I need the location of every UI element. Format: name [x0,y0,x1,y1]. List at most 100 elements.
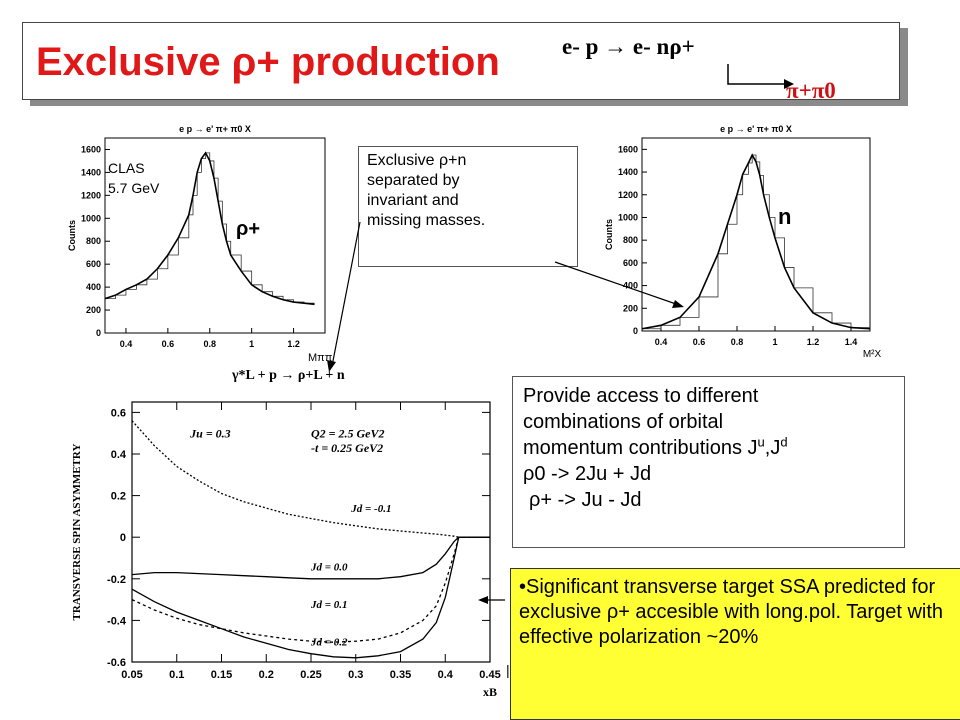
access-line: ρ+ -> Ju - Jd [529,489,642,511]
ssa-prediction-note: •Significant transverse target SSA predi… [510,568,960,720]
chart-title: e p → e' π+ π0 X [179,124,251,134]
histogram-missing-mass: e p → e' π+ π0 X 0 200 400 600 800 1000 1200 140… [580,118,915,380]
y-tick-label: 0.6 [111,407,126,419]
histogram-steps [642,154,870,330]
kinematics-label: Q2 = 2.5 GeV2 [311,426,385,440]
x-tick-label: 0.1 [169,669,184,681]
x-tick-label: 1.2 [287,339,300,349]
y-tick-label: 800 [86,236,101,246]
ssa-chart-svg: -0.6 -0.4 -0.2 0 0.2 0.4 0.6 0.05 0.1 0.15 0.2 0.25… [71,401,501,699]
reaction-formula: e- p → e- nρ+ [562,34,695,59]
y-tick-label: 0.4 [111,449,127,461]
x-tick-label: 0.15 [211,669,232,681]
x-tick-label: 0.35 [390,669,411,681]
x-tick-label: 0.25 [300,669,321,681]
plot-frame [104,137,326,334]
x-tick-label: 1 [772,337,777,347]
access-text: ,J [764,437,781,459]
x-tick-label: 1.2 [807,337,820,347]
exclusive-note-line: missing masses. [367,212,486,229]
plot-frame [641,137,871,332]
y-tick-label: 1400 [81,167,101,177]
y-tick-label: 1200 [81,190,101,200]
curve-label: Jd = -0.1 [350,503,391,515]
chart-title: e p → e' π+ π0 X [720,124,792,134]
x-tick-label: 0.3 [348,669,363,681]
y-tick-label: -0.6 [107,657,126,669]
x-tick-label: 0.45 [479,669,500,681]
access-sup: u [757,434,765,450]
histogram-rho-svg: e p → e' π+ π0 X 0 200 400 600 800 1000 1200 140… [67,124,326,349]
kinematics-label: Ju = 0.3 [189,426,231,440]
histogram-steps [105,152,315,304]
y-tick-label: 1600 [618,144,638,154]
axis-end-mark: | [506,662,510,678]
histogram-rho-mass: e p → e' π+ π0 X 0 200 400 600 800 1000 1200 140… [40,118,340,363]
access-line: momentum contributions Ju,Jd [523,435,894,461]
ssa-chart: -0.6 -0.4 -0.2 0 0.2 0.4 0.6 0.05 0.1 0.15 0.2 0.25… [62,392,514,710]
access-text: momentum contributions J [523,437,758,459]
y-tick-label: 0 [120,532,126,544]
y-tick-label: 0 [633,326,638,336]
title-box [22,22,900,100]
y-tick-label: 400 [623,281,638,291]
y-tick-label: 1200 [618,190,638,200]
y-tick-label: 1400 [618,167,638,177]
x-tick-label: 0.4 [120,339,133,349]
access-sup: d [780,434,788,450]
y-tick-label: 0 [96,328,101,338]
x-tick-label: 0.6 [162,339,175,349]
access-line: Provide access to different [523,385,759,407]
curve-label: Jd = 0.2 [310,636,348,648]
exclusive-note: Exclusive ρ+n separated by invariant and… [358,146,578,267]
x-tick-label: 1 [249,339,254,349]
kinematics-label: -t = 0.25 GeV2 [311,441,383,455]
y-tick-label: 600 [623,258,638,268]
y-axis-label: TRANSVERSE SPIN ASYMMETRY [71,444,83,621]
histogram-missing-mass-svg: e p → e' π+ π0 X 0 200 400 600 800 1000 1200 140… [604,124,882,360]
rho-peak-label: ρ+ [236,218,261,240]
x-tick-label: 0.4 [438,669,454,681]
energy-label: 5.7 GeV [108,180,160,196]
fit-curve [641,153,871,330]
access-line: combinations of orbital [523,411,724,433]
x-tick-label: 0.05 [121,669,142,681]
curve-label: Jd = 0.0 [310,561,348,573]
y-axis-label: Counts [67,220,77,251]
mass-axis-label: Mππ [308,352,333,364]
orbital-momentum-note: Provide access to different combinations… [512,376,905,548]
decay-products: π+π0 [786,78,836,103]
x-tick-label: 0.8 [204,339,217,349]
process-label: γ*L + p → ρ+L + n [232,368,345,383]
series-line [131,420,490,538]
x-tick-label: 0.6 [693,337,706,347]
x-axis-label: M²X [863,349,882,360]
y-axis-label: Counts [604,219,614,250]
series-line [131,536,490,580]
series-line [131,536,490,659]
x-axis-label: xB [483,685,497,699]
series-line [131,536,490,643]
y-tick-label: 800 [623,235,638,245]
exclusive-note-line: Exclusive ρ+n [367,152,467,169]
y-tick-label: -0.2 [107,574,126,586]
x-tick-label: 0.4 [655,337,668,347]
decay-arrow-icon [727,64,794,89]
y-tick-label: 1000 [81,213,101,223]
y-tick-label: 600 [86,259,101,269]
x-tick-label: 1.4 [845,337,858,347]
y-tick-label: 200 [86,305,101,315]
exclusive-note-line: separated by [367,172,460,189]
access-line: ρ0 -> 2Ju + Jd [523,463,652,485]
y-tick-label: -0.4 [107,615,127,627]
x-tick-label: 0.2 [259,669,274,681]
y-tick-label: 0.2 [111,491,126,503]
curve-label: Jd = 0.1 [310,599,348,611]
x-tick-label: 0.8 [731,337,744,347]
exclusive-note-line: invariant and [367,192,459,209]
y-tick-label: 400 [86,282,101,292]
neutron-peak-label: n [778,204,792,229]
page-title: Exclusive ρ+ production [36,40,500,84]
fit-curve [104,151,315,306]
y-tick-label: 1600 [81,144,101,154]
